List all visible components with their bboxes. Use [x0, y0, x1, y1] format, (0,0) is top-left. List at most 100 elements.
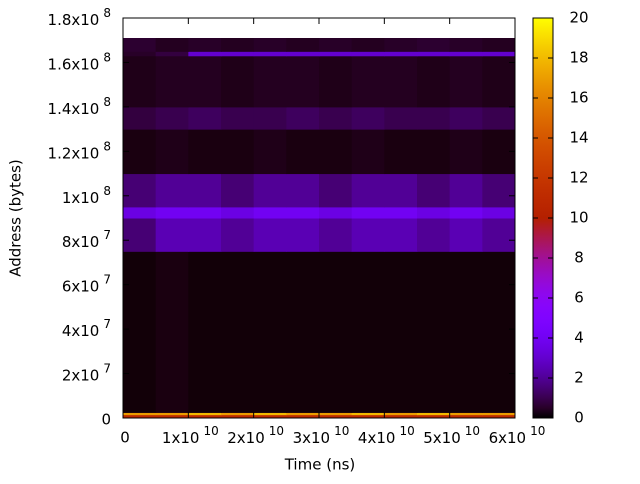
tick-label-base: 5x10 [423, 429, 461, 447]
colorbar-tick-label: 6 [574, 289, 584, 307]
heatmap-cell [286, 55, 320, 108]
heatmap-cell [482, 51, 516, 57]
heatmap-cell [155, 218, 189, 252]
tick-label-base: 1.2x10 [48, 144, 100, 162]
tick-label-exponent: 7 [103, 361, 111, 375]
x-tick-label: 5x10 10 [423, 424, 480, 447]
heatmap-cell [253, 106, 287, 130]
heatmap-cell [155, 412, 189, 416]
heatmap-cell [319, 218, 353, 252]
tick-label-exponent: 7 [103, 272, 111, 286]
heatmap-cell [449, 129, 483, 175]
heatmap-cell [351, 412, 385, 416]
heatmap-cell [286, 206, 320, 219]
heatmap-cell [319, 55, 353, 108]
tick-label-base: 4x10 [358, 429, 396, 447]
heatmap-cell [482, 218, 516, 252]
heatmap-cell [221, 412, 255, 416]
heatmap-cell [221, 173, 255, 208]
heatmap-cell [155, 38, 189, 52]
tick-label-base: 1x10 [62, 188, 100, 206]
heatmap-cell [417, 173, 451, 208]
heatmap-cell [384, 129, 418, 175]
heatmap-cell [286, 38, 320, 52]
heatmap-cell [221, 38, 255, 52]
heatmap-cell [482, 55, 516, 108]
heatmap-cell [188, 412, 222, 416]
heatmap-cell [188, 206, 222, 219]
colorbar-tick-label: 0 [574, 409, 584, 427]
heatmap-cell [351, 106, 385, 130]
heatmap-cell [319, 414, 353, 419]
tick-label-exponent: 8 [103, 6, 111, 20]
y-tick-label: 8x10 7 [62, 228, 111, 251]
heatmap-cell [384, 414, 418, 419]
heatmap-cell [221, 218, 255, 252]
heatmap-cell [449, 206, 483, 219]
heatmap-cell [155, 251, 189, 413]
heatmap-cell [123, 206, 157, 219]
heatmap-cell [449, 251, 483, 413]
y-tick-label: 1.6x10 8 [48, 50, 111, 73]
heatmap-cell [286, 218, 320, 252]
heatmap-cell [123, 38, 157, 52]
heatmap-cell [482, 206, 516, 219]
heatmap-cell [123, 412, 157, 416]
heatmap-cell [221, 55, 255, 108]
heatmap-cell [123, 414, 157, 419]
heatmap-cell [351, 38, 385, 52]
heatmap-cell [155, 55, 189, 108]
x-tick-label: 0 [120, 429, 130, 447]
y-tick-label: 1.8x10 8 [48, 6, 111, 29]
heatmap-cell [155, 106, 189, 130]
heatmap-cell [417, 218, 451, 252]
heatmap-cell [188, 414, 222, 419]
tick-label-base: 3x10 [293, 429, 331, 447]
heatmap-cell [449, 55, 483, 108]
tick-label-exponent: 10 [465, 424, 480, 438]
heatmap-cell [221, 414, 255, 419]
colorbar-tick-label: 20 [569, 9, 588, 27]
heatmap-cell [253, 251, 287, 413]
heatmap-cell [221, 251, 255, 413]
heatmap-cell [319, 51, 353, 57]
heatmap-cell [188, 55, 222, 108]
tick-label-base: 1.6x10 [48, 55, 100, 73]
heatmap-cell [253, 218, 287, 252]
heatmap-cell [417, 206, 451, 219]
tick-label-base: 6x10 [62, 277, 100, 295]
heatmap-cell [319, 206, 353, 219]
heatmap-cell [253, 51, 287, 57]
tick-label-base: 2x10 [62, 366, 100, 384]
y-tick-label: 2x10 7 [62, 361, 111, 384]
y-tick-label: 6x10 7 [62, 272, 111, 295]
heatmap-cell [221, 206, 255, 219]
heatmap-cell [384, 206, 418, 219]
heatmap-cell [384, 251, 418, 413]
colorbar-tick-label: 2 [574, 369, 584, 387]
tick-label-exponent: 10 [203, 424, 218, 438]
x-tick-label: 1x10 10 [162, 424, 219, 447]
heatmap-cell [253, 38, 287, 52]
heatmap-cell [417, 38, 451, 52]
heatmap-cell [123, 51, 157, 57]
tick-label-base: 8x10 [62, 233, 100, 251]
heatmap-cell [286, 173, 320, 208]
heatmap-cell [384, 38, 418, 52]
heatmap-cell [188, 106, 222, 130]
colorbar-tick-label: 14 [569, 129, 588, 147]
heatmap-cell [188, 38, 222, 52]
heatmap-cell [482, 414, 516, 419]
x-tick-label: 3x10 10 [293, 424, 350, 447]
heatmap-cell [155, 414, 189, 419]
heatmap-cell [123, 106, 157, 130]
heatmap-cell [221, 129, 255, 175]
tick-label-exponent: 10 [399, 424, 414, 438]
heatmap-cell [351, 206, 385, 219]
tick-label-exponent: 10 [269, 424, 284, 438]
heatmap-cell [351, 414, 385, 419]
heatmap-cell [155, 129, 189, 175]
tick-label-exponent: 7 [103, 317, 111, 331]
heatmap-cell [155, 51, 189, 57]
tick-label-base: 2x10 [227, 429, 265, 447]
